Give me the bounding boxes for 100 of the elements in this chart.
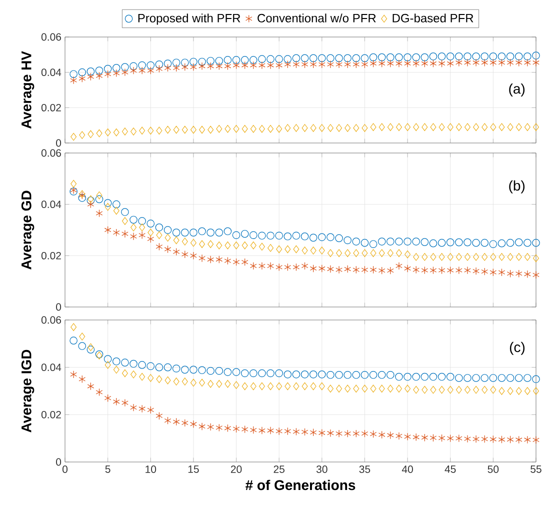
point xyxy=(481,58,488,67)
point xyxy=(284,427,292,436)
point xyxy=(370,60,377,68)
point xyxy=(216,380,222,388)
point xyxy=(130,404,137,412)
point xyxy=(130,216,138,224)
x-tick-label: 50 xyxy=(488,466,499,473)
point xyxy=(104,361,111,369)
point xyxy=(344,60,352,68)
point xyxy=(198,366,206,374)
point xyxy=(96,129,102,138)
point xyxy=(327,429,334,438)
point xyxy=(438,52,446,60)
point xyxy=(172,228,180,236)
point xyxy=(190,126,196,134)
point xyxy=(258,232,266,240)
point xyxy=(472,58,480,67)
point xyxy=(301,60,308,68)
point xyxy=(199,378,206,387)
point xyxy=(326,54,334,62)
point xyxy=(336,384,342,393)
point xyxy=(207,62,214,70)
point xyxy=(310,264,317,272)
point xyxy=(301,428,308,436)
point xyxy=(173,126,180,134)
point xyxy=(318,54,326,62)
point xyxy=(275,232,283,240)
point xyxy=(404,372,412,381)
point xyxy=(473,123,480,131)
x-tick-label: 15 xyxy=(188,466,199,473)
point xyxy=(70,70,78,78)
point xyxy=(498,253,505,261)
point xyxy=(190,252,197,260)
point xyxy=(250,382,256,390)
point xyxy=(490,253,496,261)
point xyxy=(130,66,137,74)
point xyxy=(190,58,198,66)
point xyxy=(396,123,402,131)
point xyxy=(387,60,394,68)
point xyxy=(344,384,351,393)
point xyxy=(429,52,438,60)
point xyxy=(404,60,411,68)
point xyxy=(464,266,471,274)
point xyxy=(122,128,128,136)
point xyxy=(352,430,360,438)
point xyxy=(420,238,429,246)
point xyxy=(130,62,138,70)
point xyxy=(224,424,232,432)
point xyxy=(232,61,240,70)
point xyxy=(268,382,274,390)
x-tick-label: 5 xyxy=(105,466,110,473)
point xyxy=(464,238,472,246)
y-axis-title: Average GD xyxy=(21,190,34,270)
point xyxy=(146,362,155,370)
point xyxy=(275,55,283,63)
point xyxy=(78,194,86,202)
point xyxy=(344,265,352,273)
point xyxy=(190,420,197,428)
point xyxy=(224,256,232,265)
point xyxy=(524,123,530,131)
point xyxy=(190,228,198,236)
point xyxy=(148,126,154,135)
point xyxy=(395,53,403,62)
point xyxy=(172,64,180,72)
point xyxy=(489,52,498,60)
point xyxy=(232,231,240,240)
point xyxy=(224,56,232,64)
point xyxy=(481,435,488,443)
point xyxy=(352,370,360,379)
point xyxy=(96,209,103,218)
point xyxy=(216,241,222,250)
point xyxy=(464,434,471,443)
point xyxy=(173,236,180,244)
point xyxy=(113,206,120,215)
point xyxy=(524,253,530,261)
point xyxy=(276,427,283,436)
point xyxy=(362,384,368,393)
point xyxy=(180,366,189,374)
point xyxy=(207,423,214,431)
point xyxy=(386,53,394,62)
point xyxy=(532,52,540,60)
x-tick-label: 25 xyxy=(274,466,284,473)
point xyxy=(284,263,292,272)
point xyxy=(404,123,411,131)
point xyxy=(206,228,214,236)
point xyxy=(122,230,128,238)
point xyxy=(506,238,514,247)
point xyxy=(515,58,522,67)
point xyxy=(284,370,292,378)
point xyxy=(309,234,318,242)
point xyxy=(472,435,480,443)
point xyxy=(79,332,86,340)
point xyxy=(172,248,180,256)
point xyxy=(456,58,462,67)
point xyxy=(404,264,411,272)
point xyxy=(404,53,412,62)
point xyxy=(241,258,248,266)
point xyxy=(362,124,368,132)
point xyxy=(233,241,240,250)
point xyxy=(310,428,317,436)
